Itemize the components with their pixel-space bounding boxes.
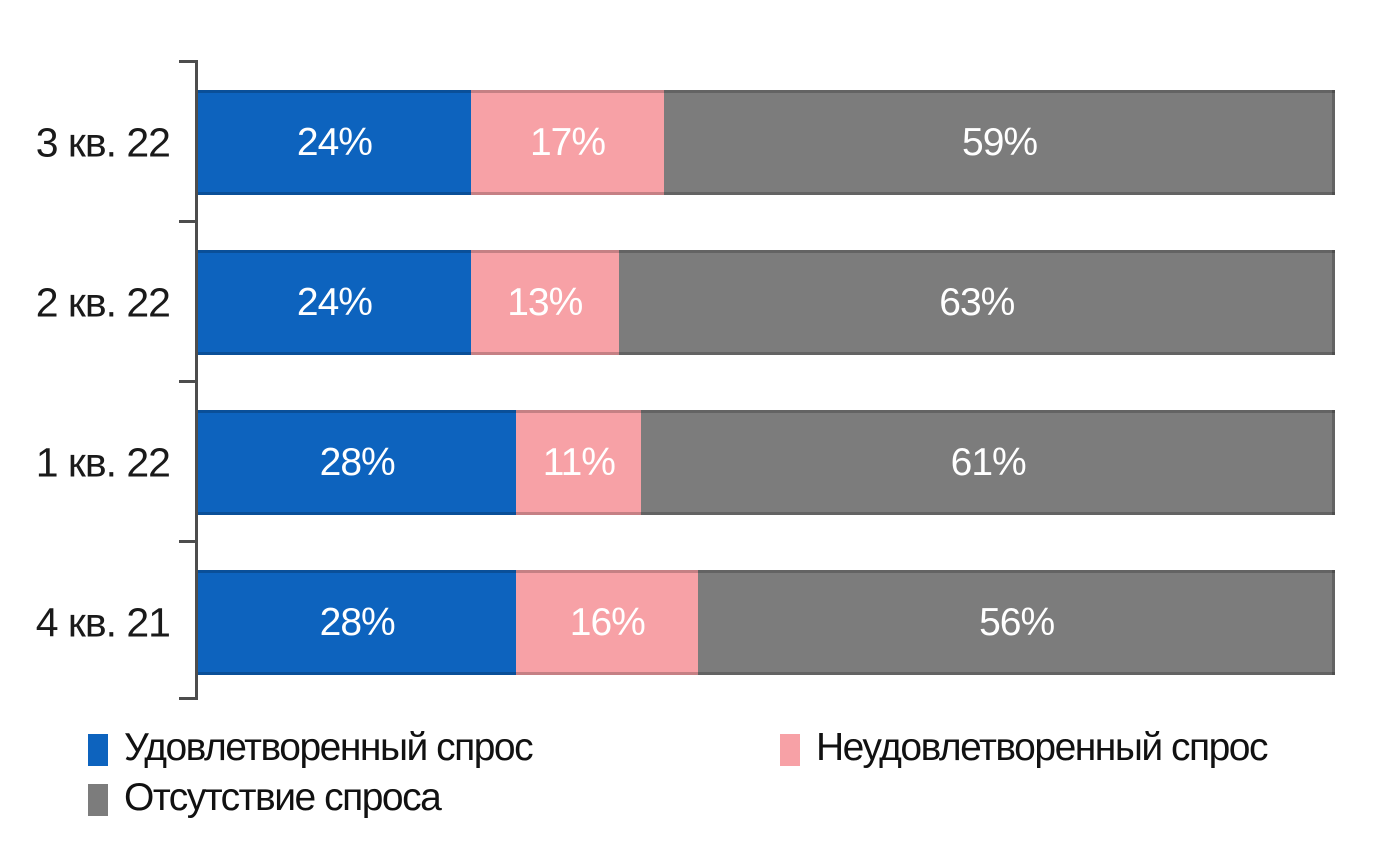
- legend-label: Отсутствие спроса: [124, 776, 442, 819]
- y-axis-line: [195, 60, 198, 700]
- segment-value-label: 63%: [939, 280, 1015, 324]
- segment-value-label: 28%: [319, 600, 396, 644]
- segment-value-label: 59%: [962, 120, 1038, 164]
- legend-swatch-no-demand: [88, 784, 108, 816]
- legend-label: Удовлетворенный спрос: [124, 726, 534, 769]
- bar-segment: 59%: [664, 90, 1335, 195]
- y-axis-tick: [179, 220, 196, 223]
- segment-value-label: 17%: [529, 120, 606, 164]
- bar-segment: 16%: [516, 570, 699, 675]
- category-label: 3 кв. 22: [35, 119, 171, 165]
- segment-value-label: 61%: [950, 440, 1027, 484]
- segment-value-label: 24%: [296, 120, 373, 164]
- bar-row: 4 кв. 21 28% 16% 56%: [36, 570, 1335, 675]
- bar-row: 3 кв. 22 24% 17% 59%: [36, 90, 1335, 195]
- legend-label: Неудовлетворенный спрос: [816, 726, 1268, 769]
- bar-segment: 61%: [641, 410, 1335, 515]
- y-axis-tick: [179, 540, 196, 543]
- segment-value-label: 56%: [979, 600, 1055, 644]
- legend-item: Отсутствие спроса: [88, 776, 442, 820]
- bar-segment: 63%: [618, 250, 1335, 355]
- bar-segment: 11%: [516, 410, 642, 515]
- legend-swatch-unsatisfied-demand: [780, 734, 800, 766]
- category-label: 2 кв. 22: [35, 279, 171, 325]
- segment-value-label: 13%: [507, 280, 583, 324]
- bar-segment: 17%: [470, 90, 665, 195]
- stacked-bar: 24% 17% 59%: [198, 90, 1335, 195]
- category-label: 1 кв. 22: [35, 439, 171, 485]
- stacked-bar: 28% 16% 56%: [198, 570, 1335, 675]
- y-axis-tick: [179, 380, 196, 383]
- segment-value-label: 16%: [569, 600, 646, 644]
- bar-row: 2 кв. 22 24% 13% 63%: [36, 250, 1335, 355]
- segment-value-label: 24%: [296, 280, 373, 324]
- bar-segment: 56%: [698, 570, 1335, 675]
- y-axis-tick: [179, 60, 196, 63]
- legend-item: Удовлетворенный спрос: [88, 726, 534, 770]
- segment-value-label: 11%: [542, 440, 616, 484]
- bar-segment: 28%: [198, 410, 517, 515]
- bar-row: 1 кв. 22 28% 11% 61%: [36, 410, 1335, 515]
- stacked-bar: 24% 13% 63%: [198, 250, 1335, 355]
- y-axis-tick: [179, 697, 196, 700]
- legend-item: Неудовлетворенный спрос: [780, 726, 1268, 770]
- bar-segment: 24%: [198, 250, 471, 355]
- bar-segment: 24%: [198, 90, 471, 195]
- bar-segment: 28%: [198, 570, 517, 675]
- legend-swatch-satisfied-demand: [88, 734, 108, 766]
- stacked-bar: 28% 11% 61%: [198, 410, 1335, 515]
- segment-value-label: 28%: [319, 440, 396, 484]
- bar-segment: 13%: [470, 250, 619, 355]
- category-label: 4 кв. 21: [35, 599, 171, 645]
